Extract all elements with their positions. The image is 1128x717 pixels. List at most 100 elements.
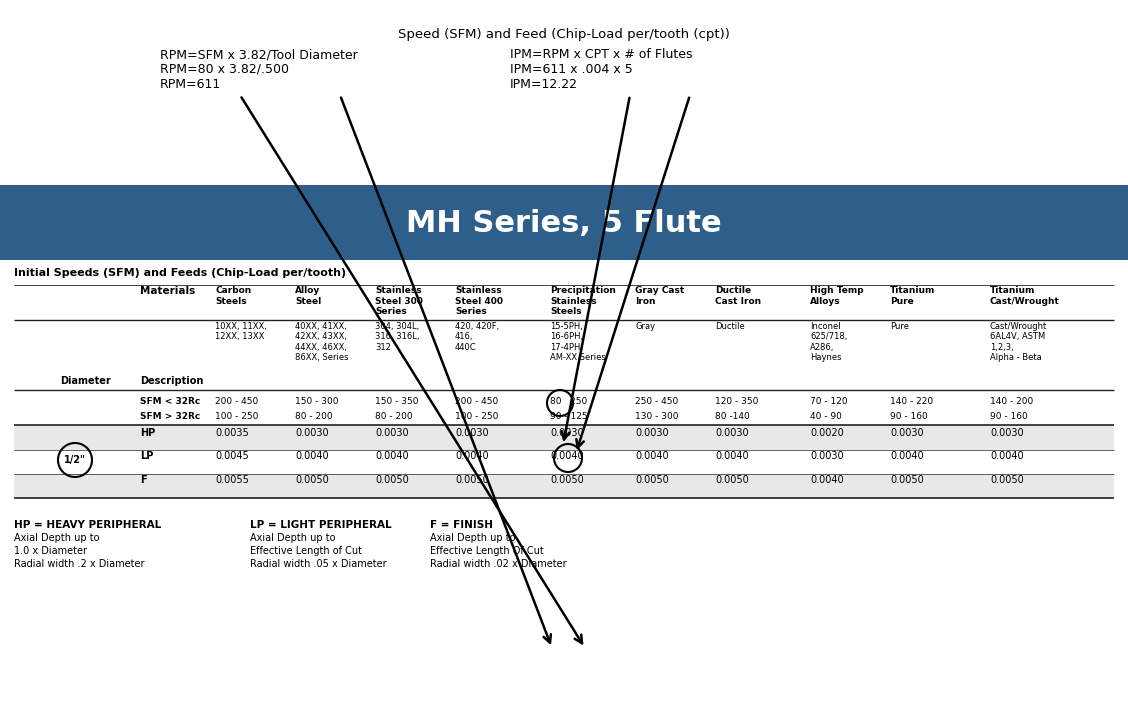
Text: 0.0050: 0.0050: [455, 475, 488, 485]
Text: F: F: [140, 475, 147, 485]
Bar: [14, 425, 1114, 450]
Text: 150 - 350: 150 - 350: [374, 397, 418, 406]
Text: 0.0040: 0.0040: [296, 451, 328, 461]
Text: 80 - 200: 80 - 200: [374, 412, 413, 421]
Text: 1/2": 1/2": [64, 455, 86, 465]
Text: 120 - 350: 120 - 350: [715, 397, 758, 406]
Text: F = FINISH: F = FINISH: [430, 520, 493, 530]
Text: Diameter: Diameter: [60, 376, 111, 386]
Text: Ductile
Cast Iron: Ductile Cast Iron: [715, 286, 761, 305]
Text: Gray Cast
Iron: Gray Cast Iron: [635, 286, 685, 305]
Text: 0.0040: 0.0040: [374, 451, 408, 461]
Text: HP = HEAVY PERIPHERAL: HP = HEAVY PERIPHERAL: [14, 520, 161, 530]
Text: Precipitation
Stainless
Steels: Precipitation Stainless Steels: [550, 286, 616, 316]
Text: 0.0040: 0.0040: [455, 451, 488, 461]
Text: RPM=SFM x 3.82/Tool Diameter: RPM=SFM x 3.82/Tool Diameter: [160, 48, 358, 61]
Text: Radial width .05 x Diameter: Radial width .05 x Diameter: [250, 559, 387, 569]
Text: Axial Depth up to: Axial Depth up to: [14, 533, 99, 543]
Text: Gray: Gray: [635, 322, 655, 331]
Text: 0.0040: 0.0040: [810, 475, 844, 485]
Text: Inconel
625/718,
A286,
Haynes: Inconel 625/718, A286, Haynes: [810, 322, 847, 362]
Text: 0.0040: 0.0040: [990, 451, 1023, 461]
Bar: [0, 185, 1128, 260]
Text: 90 - 125: 90 - 125: [550, 412, 588, 421]
Text: 40XX, 41XX,
42XX, 43XX,
44XX, 46XX,
86XX, Series: 40XX, 41XX, 42XX, 43XX, 44XX, 46XX, 86XX…: [296, 322, 349, 362]
Text: 0.0030: 0.0030: [455, 428, 488, 438]
Text: 420, 420F,
416,
440C: 420, 420F, 416, 440C: [455, 322, 500, 352]
Text: IPM=611 x .004 x 5: IPM=611 x .004 x 5: [510, 63, 633, 76]
Text: 0.0050: 0.0050: [635, 475, 669, 485]
Text: Axial Depth up to: Axial Depth up to: [250, 533, 335, 543]
Text: Description: Description: [140, 376, 203, 386]
Text: HP: HP: [140, 428, 156, 438]
Text: 0.0030: 0.0030: [374, 428, 408, 438]
Text: 90 - 160: 90 - 160: [890, 412, 927, 421]
Text: 0.0030: 0.0030: [296, 428, 328, 438]
Text: 0.0030: 0.0030: [715, 428, 749, 438]
Text: 0.0040: 0.0040: [550, 451, 583, 461]
Text: 0.0050: 0.0050: [374, 475, 408, 485]
Text: 200 - 450: 200 - 450: [455, 397, 499, 406]
Text: Effective Length Of Cut: Effective Length Of Cut: [430, 546, 544, 556]
Text: 0.0035: 0.0035: [215, 428, 249, 438]
Text: 100 - 250: 100 - 250: [455, 412, 499, 421]
Text: 0.0050: 0.0050: [550, 475, 584, 485]
Text: 0.0050: 0.0050: [990, 475, 1024, 485]
Text: 0.0055: 0.0055: [215, 475, 249, 485]
Text: RPM=80 x 3.82/.500: RPM=80 x 3.82/.500: [160, 63, 289, 76]
Text: 100 - 250: 100 - 250: [215, 412, 258, 421]
Text: RPM=611: RPM=611: [160, 78, 221, 91]
Text: Stainless
Steel 400
Series: Stainless Steel 400 Series: [455, 286, 503, 316]
Text: High Temp
Alloys: High Temp Alloys: [810, 286, 864, 305]
Text: Effective Length of Cut: Effective Length of Cut: [250, 546, 362, 556]
Text: Stainless
Steel 300
Series: Stainless Steel 300 Series: [374, 286, 423, 316]
Text: Materials: Materials: [140, 286, 195, 296]
Bar: [14, 450, 1114, 474]
Text: SFM < 32Rc: SFM < 32Rc: [140, 397, 201, 406]
Text: 0.0030: 0.0030: [635, 428, 669, 438]
Text: 15-5PH,
16-6PH,
17-4PH,
AM-XX Series: 15-5PH, 16-6PH, 17-4PH, AM-XX Series: [550, 322, 606, 362]
Text: 10XX, 11XX,
12XX, 13XX: 10XX, 11XX, 12XX, 13XX: [215, 322, 267, 341]
Text: 130 - 300: 130 - 300: [635, 412, 679, 421]
Text: LP = LIGHT PERIPHERAL: LP = LIGHT PERIPHERAL: [250, 520, 391, 530]
Text: 0.0050: 0.0050: [890, 475, 924, 485]
Text: 0.0040: 0.0040: [890, 451, 924, 461]
Text: Titanium
Cast/Wrought: Titanium Cast/Wrought: [990, 286, 1060, 305]
Text: IPM=12.22: IPM=12.22: [510, 78, 578, 91]
Text: 80   250: 80 250: [550, 397, 588, 406]
Text: 0.0040: 0.0040: [715, 451, 749, 461]
Text: Radial width .02 x Diameter: Radial width .02 x Diameter: [430, 559, 566, 569]
Text: 250 - 450: 250 - 450: [635, 397, 678, 406]
Text: 0.0020: 0.0020: [810, 428, 844, 438]
Text: Pure: Pure: [890, 322, 909, 331]
Text: LP: LP: [140, 451, 153, 461]
Text: IPM=RPM x CPT x # of Flutes: IPM=RPM x CPT x # of Flutes: [510, 48, 693, 61]
Text: 0.0040: 0.0040: [635, 451, 669, 461]
Text: 0.0030: 0.0030: [990, 428, 1023, 438]
Text: 0.0030: 0.0030: [890, 428, 924, 438]
Text: Ductile: Ductile: [715, 322, 744, 331]
Text: 0.0045: 0.0045: [215, 451, 249, 461]
Text: Titanium
Pure: Titanium Pure: [890, 286, 935, 305]
Text: 0.0050: 0.0050: [296, 475, 328, 485]
Text: 90 - 160: 90 - 160: [990, 412, 1028, 421]
Text: 80 - 200: 80 - 200: [296, 412, 333, 421]
Text: Initial Speeds (SFM) and Feeds (Chip-Load per/tooth): Initial Speeds (SFM) and Feeds (Chip-Loa…: [14, 268, 346, 278]
Text: Speed (SFM) and Feed (Chip-Load per/tooth (cpt)): Speed (SFM) and Feed (Chip-Load per/toot…: [398, 28, 730, 41]
Text: 304, 304L,
316, 316L,
312: 304, 304L, 316, 316L, 312: [374, 322, 420, 352]
Text: Radial width .2 x Diameter: Radial width .2 x Diameter: [14, 559, 144, 569]
Text: 140 - 200: 140 - 200: [990, 397, 1033, 406]
Text: Cast/Wrought
6AL4V, ASTM
1,2,3,
Alpha - Beta: Cast/Wrought 6AL4V, ASTM 1,2,3, Alpha - …: [990, 322, 1047, 362]
Text: Axial Depth up to: Axial Depth up to: [430, 533, 515, 543]
Text: SFM > 32Rc: SFM > 32Rc: [140, 412, 201, 421]
Text: 0.0030: 0.0030: [810, 451, 844, 461]
Text: 140 - 220: 140 - 220: [890, 397, 933, 406]
Text: 0.0030: 0.0030: [550, 428, 583, 438]
Text: 70 - 120: 70 - 120: [810, 397, 847, 406]
Text: Alloy
Steel: Alloy Steel: [296, 286, 321, 305]
Text: 150 - 300: 150 - 300: [296, 397, 338, 406]
Text: MH Series, 5 Flute: MH Series, 5 Flute: [406, 209, 722, 238]
Text: Carbon
Steels: Carbon Steels: [215, 286, 252, 305]
Text: 80 -140: 80 -140: [715, 412, 750, 421]
Bar: [14, 474, 1114, 498]
